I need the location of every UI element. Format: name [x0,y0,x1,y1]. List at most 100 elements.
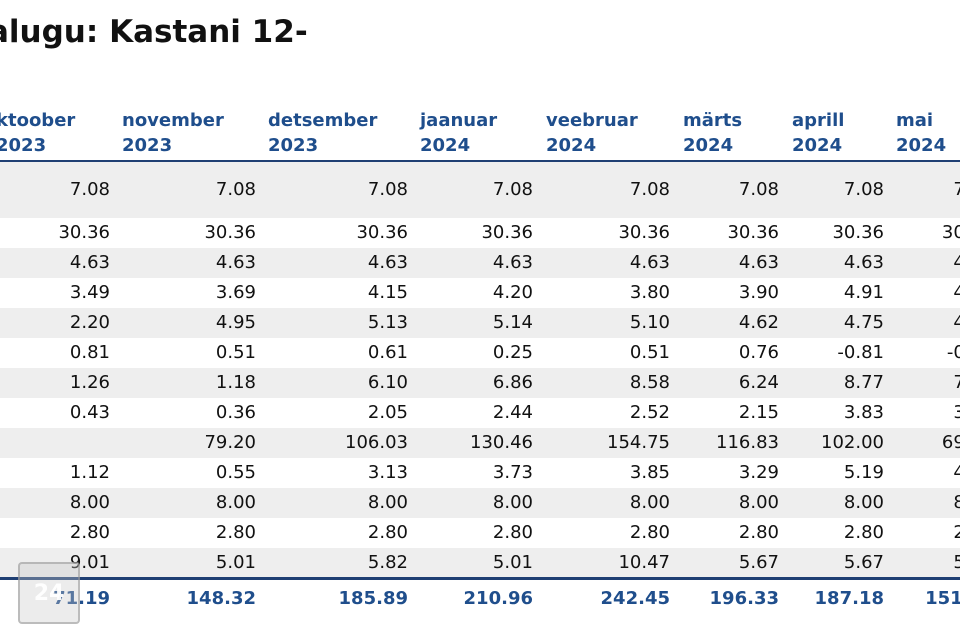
column-header-year: 2024 [546,135,597,156]
total-cell: 185.89 [338,588,408,609]
table-cell: 4.63 [629,252,670,273]
column-header-year: 2023 [268,135,319,156]
table-cell: 5.14 [492,312,533,333]
table-cell: 30.36 [356,222,408,243]
column-header: aprill 2024 [792,108,844,158]
total-cell: 151.4 [925,588,960,609]
table-row [0,458,960,488]
page-title: alugu: Kastani 12- [0,14,308,50]
table-cell: 4.95 [215,312,256,333]
column-header: detsember 2023 [268,108,377,158]
table-cell: 2.80 [367,522,408,543]
table-cell: 3.83 [843,402,884,423]
table-cell: 7.4 [953,372,960,393]
table-cell: 1.18 [215,372,256,393]
table-cell: 4.5 [953,312,960,333]
table-cell: 130.46 [470,432,533,453]
table-cell: 102.00 [821,432,884,453]
table-cell: 8.00 [69,492,110,513]
column-header-month: veebruar [546,110,638,131]
table-cell: 7.08 [492,179,533,200]
table-cell: 4.20 [492,282,533,303]
table-cell: 10.47 [618,552,670,573]
column-header: jaanuar 2024 [420,108,497,158]
column-header-year: 2024 [896,135,947,156]
table-cell: 5.67 [738,552,779,573]
table-cell: 4.63 [843,252,884,273]
table-cell: 2.8 [953,522,960,543]
table-cell: 4.63 [492,252,533,273]
table-cell: 2.15 [738,402,779,423]
table-cell: 5.10 [629,312,670,333]
total-divider [0,577,960,580]
table-cell: 30.36 [204,222,256,243]
table-cell: 0.36 [215,402,256,423]
table-cell: 3.80 [629,282,670,303]
table-cell: 0.61 [367,342,408,363]
table-cell: 5.67 [843,552,884,573]
table-row [0,278,960,308]
table-cell: 2.20 [69,312,110,333]
table-cell: 7.0 [953,179,960,200]
table-cell: 0.55 [215,462,256,483]
table-cell: 4.63 [69,252,110,273]
table-cell: 1.12 [69,462,110,483]
table-cell: 2.80 [843,522,884,543]
table-cell: 4.75 [843,312,884,333]
table-cell: 116.83 [716,432,779,453]
table-cell: 4.4 [953,462,960,483]
table-cell: 5.13 [367,312,408,333]
column-header-month: mai [896,110,934,131]
table-row [0,518,960,548]
total-cell: 242.45 [600,588,670,609]
table-cell: 7.08 [738,179,779,200]
table-cell: 0.25 [492,342,533,363]
table-cell: 3.29 [738,462,779,483]
table-cell: 6.24 [738,372,779,393]
table-cell: -0.2 [946,342,960,363]
table-cell: 8.00 [367,492,408,513]
table-cell: 8.00 [215,492,256,513]
table-cell: 7.08 [843,179,884,200]
column-header-month: märts [683,110,743,131]
table-cell: 30.3 [941,222,960,243]
table-row [0,368,960,398]
table-cell: -0.81 [837,342,884,363]
column-header: veebruar 2024 [546,108,638,158]
table-cell: 4.62 [738,312,779,333]
table-cell: 3.69 [215,282,256,303]
table-row [0,248,960,278]
table-cell: 5.82 [367,552,408,573]
table-cell: 8.00 [843,492,884,513]
table-cell: 2.80 [492,522,533,543]
table-cell: 69.3 [941,432,960,453]
watermark-logo: 24 [18,562,80,624]
table-cell: 30.36 [58,222,110,243]
table-cell: 106.03 [345,432,408,453]
table-row [0,338,960,368]
table-row [0,398,960,428]
column-header-year: 2024 [792,135,843,156]
table-cell: 3.49 [69,282,110,303]
table-cell: 7.08 [69,179,110,200]
column-header-month: ktoober [0,110,76,131]
total-cell: 71.19 [53,588,110,609]
table-cell: 2.80 [629,522,670,543]
table-cell: 30.36 [832,222,884,243]
column-header-month: jaanuar [420,110,498,131]
table-cell: 5.19 [843,462,884,483]
table-cell: 79.20 [204,432,256,453]
table-cell: 0.43 [69,402,110,423]
table-cell: 0.81 [69,342,110,363]
table-row [0,162,960,218]
table-cell: 30.36 [618,222,670,243]
table-cell: 4.15 [367,282,408,303]
column-header-year: 2023 [0,135,47,156]
table-cell: 2.52 [629,402,670,423]
table-cell: 30.36 [481,222,533,243]
column-header-month: aprill [792,110,845,131]
table-cell: 5.01 [215,552,256,573]
table-cell: 7.08 [629,179,670,200]
total-cell: 148.32 [186,588,256,609]
table-cell: 154.75 [607,432,670,453]
